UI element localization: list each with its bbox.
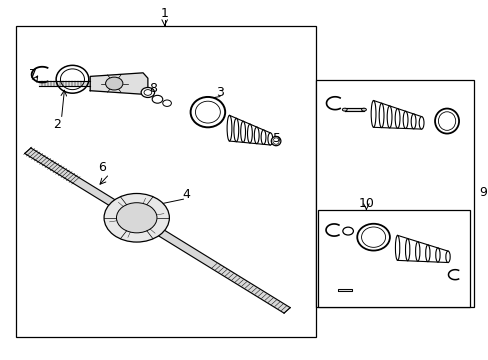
Polygon shape	[337, 289, 351, 292]
Text: 2: 2	[53, 118, 61, 131]
Circle shape	[116, 203, 157, 233]
Circle shape	[105, 77, 122, 90]
Ellipse shape	[395, 235, 399, 260]
Ellipse shape	[370, 100, 375, 127]
Text: 3: 3	[216, 86, 224, 99]
Text: 1: 1	[161, 8, 168, 21]
Ellipse shape	[261, 130, 265, 144]
Ellipse shape	[361, 108, 366, 111]
Text: 6: 6	[98, 161, 106, 174]
Bar	[318, 210, 468, 307]
Ellipse shape	[240, 121, 245, 142]
Ellipse shape	[272, 138, 279, 144]
Ellipse shape	[163, 100, 171, 107]
Ellipse shape	[415, 242, 419, 261]
Text: 10: 10	[358, 197, 373, 210]
Ellipse shape	[144, 90, 151, 95]
Ellipse shape	[425, 245, 429, 262]
Ellipse shape	[267, 133, 272, 145]
Ellipse shape	[410, 114, 415, 129]
Ellipse shape	[152, 95, 163, 103]
Bar	[16, 26, 315, 337]
Ellipse shape	[405, 239, 409, 261]
Text: 9: 9	[478, 186, 486, 199]
Text: 5: 5	[272, 132, 280, 145]
Text: 7: 7	[28, 68, 37, 81]
Ellipse shape	[104, 193, 169, 242]
Ellipse shape	[190, 97, 224, 127]
Ellipse shape	[435, 248, 439, 262]
Ellipse shape	[226, 115, 231, 141]
Polygon shape	[25, 148, 289, 313]
Text: 4: 4	[182, 188, 190, 201]
Ellipse shape	[394, 109, 399, 128]
Ellipse shape	[271, 136, 280, 146]
Ellipse shape	[247, 124, 252, 143]
Ellipse shape	[386, 106, 391, 128]
Ellipse shape	[254, 127, 259, 144]
Ellipse shape	[403, 111, 407, 129]
Ellipse shape	[445, 251, 449, 262]
Polygon shape	[344, 108, 363, 111]
Ellipse shape	[342, 108, 346, 111]
Ellipse shape	[418, 117, 423, 129]
Polygon shape	[90, 73, 147, 94]
Ellipse shape	[378, 103, 383, 127]
Text: 8: 8	[148, 82, 156, 95]
Ellipse shape	[233, 118, 238, 142]
Ellipse shape	[141, 87, 154, 98]
Bar	[315, 80, 473, 307]
Ellipse shape	[195, 101, 220, 123]
